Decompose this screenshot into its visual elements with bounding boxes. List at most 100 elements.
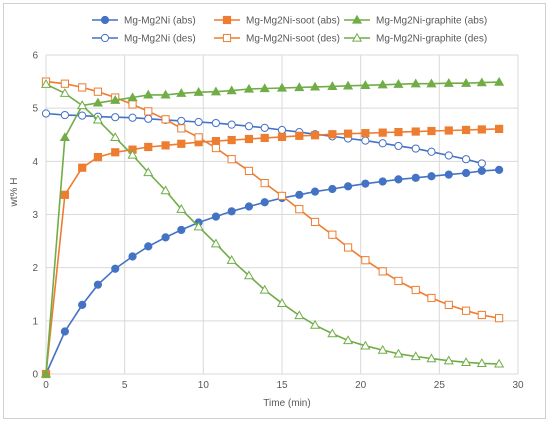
data-point bbox=[59, 132, 70, 142]
legend-item-mg-mg2ni-des: Mg-Mg2Ni (des) bbox=[92, 34, 196, 45]
legend-marker bbox=[100, 15, 110, 25]
data-point bbox=[343, 129, 353, 138]
data-point bbox=[361, 179, 370, 188]
data-point bbox=[476, 358, 487, 368]
data-point bbox=[244, 202, 254, 211]
data-point bbox=[411, 285, 420, 295]
data-point bbox=[127, 92, 138, 102]
y-tick-label: 6 bbox=[32, 51, 38, 62]
data-point bbox=[260, 198, 269, 207]
data-point bbox=[60, 79, 69, 88]
data-point bbox=[295, 131, 304, 140]
data-point bbox=[377, 344, 388, 354]
data-point bbox=[128, 252, 137, 261]
y-axis-title: wt% H bbox=[9, 178, 20, 208]
plot-area bbox=[40, 76, 505, 379]
data-point bbox=[92, 114, 103, 124]
series-mg-mg2ni-soot-abs bbox=[41, 124, 504, 379]
data-point bbox=[394, 127, 403, 137]
data-point bbox=[60, 110, 69, 120]
data-point bbox=[494, 76, 505, 86]
data-point bbox=[276, 298, 288, 307]
data-point bbox=[394, 141, 403, 151]
data-point bbox=[443, 355, 454, 365]
data-point bbox=[477, 310, 486, 320]
data-point bbox=[211, 143, 221, 153]
data-point bbox=[444, 300, 453, 309]
x-tick-label: 30 bbox=[512, 380, 524, 391]
data-point bbox=[78, 163, 87, 172]
data-point bbox=[309, 81, 321, 91]
data-point bbox=[128, 100, 137, 109]
data-point bbox=[92, 97, 103, 107]
data-point bbox=[244, 122, 254, 131]
data-point bbox=[361, 136, 370, 145]
data-point bbox=[444, 170, 453, 179]
data-point bbox=[394, 276, 403, 286]
data-point bbox=[60, 190, 69, 199]
series-line bbox=[45, 83, 500, 365]
legend-label: Mg-Mg2Ni-graphite (abs) bbox=[376, 16, 487, 27]
data-point bbox=[93, 280, 103, 289]
data-point bbox=[277, 191, 287, 200]
data-point bbox=[328, 184, 337, 194]
data-point bbox=[176, 203, 187, 213]
data-point bbox=[226, 255, 237, 264]
series-mg-mg2ni-graphite-des bbox=[40, 79, 505, 368]
data-point bbox=[144, 142, 153, 152]
data-point bbox=[477, 166, 486, 176]
data-point bbox=[426, 353, 437, 363]
legend-item-mg-mg2ni-soot-abs: Mg-Mg2Ni-soot (abs) bbox=[214, 16, 340, 27]
data-point bbox=[193, 221, 204, 231]
legend-marker bbox=[100, 33, 110, 43]
data-point bbox=[77, 100, 88, 110]
data-point bbox=[227, 207, 236, 216]
data-point bbox=[411, 127, 420, 136]
x-tick-label: 10 bbox=[198, 380, 210, 391]
data-point bbox=[111, 264, 120, 273]
data-point bbox=[211, 137, 221, 146]
data-point bbox=[310, 131, 320, 140]
data-point bbox=[378, 128, 387, 137]
data-point bbox=[327, 328, 338, 338]
data-point bbox=[211, 118, 221, 128]
data-point bbox=[328, 230, 337, 239]
data-point bbox=[144, 107, 153, 116]
data-point bbox=[210, 238, 221, 248]
data-point bbox=[60, 327, 69, 336]
data-point bbox=[477, 125, 486, 134]
data-point bbox=[40, 368, 52, 378]
data-point bbox=[143, 167, 154, 177]
data-point bbox=[294, 82, 305, 92]
data-point bbox=[193, 87, 204, 96]
data-point bbox=[144, 114, 153, 123]
data-point bbox=[476, 77, 487, 87]
data-point bbox=[177, 124, 186, 133]
legend-label: Mg-Mg2Ni (abs) bbox=[124, 16, 196, 27]
y-tick-label: 3 bbox=[32, 210, 38, 221]
data-point bbox=[93, 152, 103, 162]
data-point bbox=[144, 242, 153, 251]
data-point bbox=[461, 77, 472, 87]
data-point bbox=[360, 340, 371, 350]
data-point bbox=[494, 358, 505, 368]
data-point bbox=[477, 159, 486, 168]
data-point bbox=[227, 155, 236, 164]
data-point bbox=[176, 88, 187, 97]
data-point bbox=[160, 185, 171, 195]
data-point bbox=[227, 120, 236, 129]
legend-label: Mg-Mg2Ni-graphite (des) bbox=[376, 34, 487, 45]
data-point bbox=[161, 233, 170, 242]
data-point bbox=[411, 144, 420, 153]
data-point bbox=[393, 79, 404, 88]
data-point bbox=[194, 133, 203, 142]
data-point bbox=[260, 123, 269, 132]
data-point bbox=[110, 132, 121, 142]
legend-label: Mg-Mg2Ni-soot (des) bbox=[246, 34, 340, 45]
legend-item-mg-mg2ni-abs: Mg-Mg2Ni (abs) bbox=[92, 16, 196, 27]
y-tick-label: 4 bbox=[32, 157, 38, 168]
data-point bbox=[177, 225, 186, 235]
data-point bbox=[427, 293, 436, 303]
data-point bbox=[495, 165, 504, 174]
data-point bbox=[444, 126, 453, 135]
